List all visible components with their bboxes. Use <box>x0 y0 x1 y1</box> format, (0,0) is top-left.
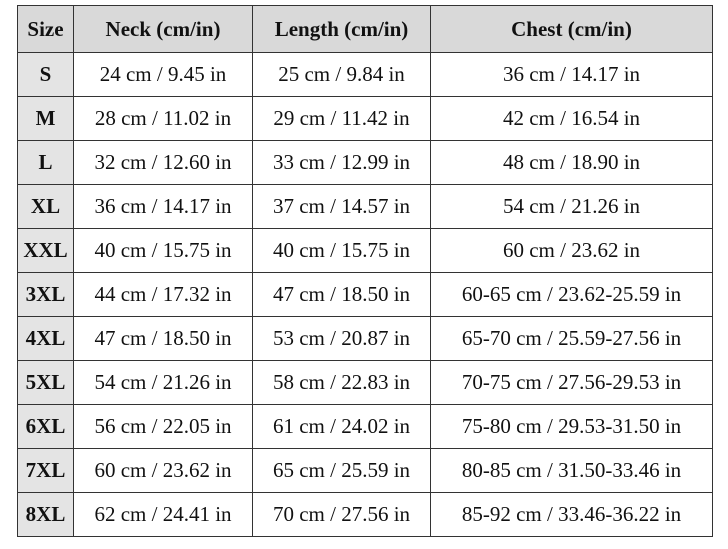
header-cell: Neck (cm/in) <box>73 5 253 53</box>
measure-cell: 36 cm / 14.17 in <box>73 184 253 229</box>
measure-cell: 47 cm / 18.50 in <box>252 272 431 317</box>
header-cell: Chest (cm/in) <box>430 5 713 53</box>
size-table: Size Neck (cm/in) Length (cm/in) Chest (cm/… <box>17 5 713 537</box>
size-cell: 3XL <box>17 272 74 317</box>
header-cell: Length (cm/in) <box>252 5 431 53</box>
measure-cell: 42 cm / 16.54 in <box>430 96 713 141</box>
table-row: 5XL 54 cm / 21.26 in 58 cm / 22.83 in 70-75… <box>17 360 713 405</box>
measure-cell: 54 cm / 21.26 in <box>73 360 253 405</box>
measure-cell: 54 cm / 21.26 in <box>430 184 713 229</box>
measure-cell: 75-80 cm / 29.53-31.50 in <box>430 404 713 449</box>
size-cell: 8XL <box>17 492 74 537</box>
table-row: 8XL 62 cm / 24.41 in 70 cm / 27.56 in 85-92… <box>17 492 713 537</box>
measure-cell: 32 cm / 12.60 in <box>73 140 253 185</box>
measure-cell: 37 cm / 14.57 in <box>252 184 431 229</box>
size-cell: 4XL <box>17 316 74 361</box>
measure-cell: 80-85 cm / 31.50-33.46 in <box>430 448 713 493</box>
measure-cell: 48 cm / 18.90 in <box>430 140 713 185</box>
measure-cell: 25 cm / 9.84 in <box>252 52 431 97</box>
measure-cell: 24 cm / 9.45 in <box>73 52 253 97</box>
measure-cell: 56 cm / 22.05 in <box>73 404 253 449</box>
table-row: 7XL 60 cm / 23.62 in 65 cm / 25.59 in 80-85… <box>17 448 713 493</box>
size-cell: S <box>17 52 74 97</box>
measure-cell: 70 cm / 27.56 in <box>252 492 431 537</box>
measure-cell: 53 cm / 20.87 in <box>252 316 431 361</box>
measure-cell: 60 cm / 23.62 in <box>430 228 713 273</box>
size-cell: 6XL <box>17 404 74 449</box>
size-cell: XL <box>17 184 74 229</box>
measure-cell: 40 cm / 15.75 in <box>252 228 431 273</box>
table-row: M 28 cm / 11.02 in 29 cm / 11.42 in 42 cm /… <box>17 96 713 141</box>
table-row: 4XL 47 cm / 18.50 in 53 cm / 20.87 in 65-70… <box>17 316 713 361</box>
measure-cell: 60-65 cm / 23.62-25.59 in <box>430 272 713 317</box>
measure-cell: 65 cm / 25.59 in <box>252 448 431 493</box>
header-cell: Size <box>17 5 74 53</box>
measure-cell: 36 cm / 14.17 in <box>430 52 713 97</box>
measure-cell: 40 cm / 15.75 in <box>73 228 253 273</box>
measure-cell: 60 cm / 23.62 in <box>73 448 253 493</box>
measure-cell: 70-75 cm / 27.56-29.53 in <box>430 360 713 405</box>
measure-cell: 29 cm / 11.42 in <box>252 96 431 141</box>
size-cell: 7XL <box>17 448 74 493</box>
measure-cell: 33 cm / 12.99 in <box>252 140 431 185</box>
size-cell: 5XL <box>17 360 74 405</box>
table-row: XXL 40 cm / 15.75 in 40 cm / 15.75 in 60 cm… <box>17 228 713 273</box>
measure-cell: 61 cm / 24.02 in <box>252 404 431 449</box>
measure-cell: 65-70 cm / 25.59-27.56 in <box>430 316 713 361</box>
size-cell: M <box>17 96 74 141</box>
table-row: XL 36 cm / 14.17 in 37 cm / 14.57 in 54 cm … <box>17 184 713 229</box>
measure-cell: 62 cm / 24.41 in <box>73 492 253 537</box>
size-cell: L <box>17 140 74 185</box>
table-row: L 32 cm / 12.60 in 33 cm / 12.99 in 48 cm /… <box>17 140 713 185</box>
measure-cell: 58 cm / 22.83 in <box>252 360 431 405</box>
size-cell: XXL <box>17 228 74 273</box>
table-row: 3XL 44 cm / 17.32 in 47 cm / 18.50 in 60-65… <box>17 272 713 317</box>
measure-cell: 47 cm / 18.50 in <box>73 316 253 361</box>
table-row: 6XL 56 cm / 22.05 in 61 cm / 24.02 in 75-80… <box>17 404 713 449</box>
table-row: S 24 cm / 9.45 in 25 cm / 9.84 in 36 cm / 1… <box>17 52 713 97</box>
measure-cell: 44 cm / 17.32 in <box>73 272 253 317</box>
measure-cell: 28 cm / 11.02 in <box>73 96 253 141</box>
header-row: Size Neck (cm/in) Length (cm/in) Chest (cm/… <box>17 5 713 53</box>
measure-cell: 85-92 cm / 33.46-36.22 in <box>430 492 713 537</box>
